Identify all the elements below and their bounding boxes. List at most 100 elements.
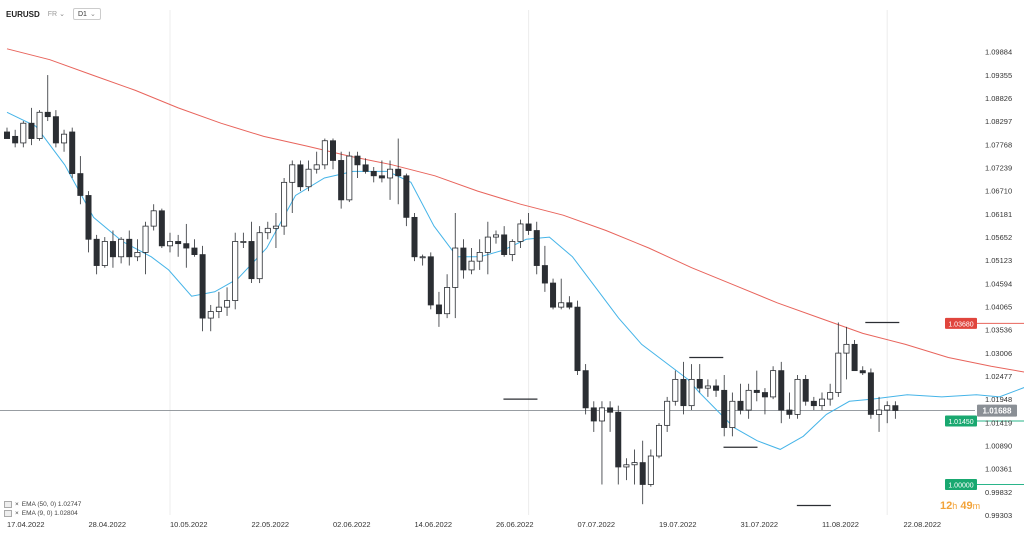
candle <box>207 304 214 332</box>
level-badge <box>945 317 977 329</box>
interval-dropdown[interactable]: D1 ⌄ <box>73 8 101 20</box>
candle <box>370 167 377 183</box>
candle-body <box>892 405 899 411</box>
candle <box>541 245 548 292</box>
candle-body <box>688 378 695 407</box>
ema50-line <box>6 48 1024 373</box>
candle <box>623 458 630 481</box>
candle <box>574 300 581 376</box>
candle-body <box>118 238 125 258</box>
timeframe-code: FR <box>47 10 58 18</box>
candle <box>460 239 467 279</box>
candle <box>419 254 426 266</box>
chevron-down-icon: ⌄ <box>59 11 65 18</box>
candle <box>607 401 614 432</box>
candle-body <box>427 256 434 306</box>
candle <box>199 245 206 332</box>
candle-body <box>615 411 622 468</box>
candle-body <box>346 155 353 201</box>
candle-body <box>492 234 499 238</box>
candle-body <box>859 370 866 374</box>
x-tick-label: 19.07.2022 <box>659 520 697 529</box>
candle <box>215 291 222 319</box>
candle-body <box>362 164 369 172</box>
candle-body <box>338 160 345 201</box>
candle-body <box>36 111 43 139</box>
candle-body <box>704 385 711 389</box>
candle-body <box>77 173 84 196</box>
candle <box>656 423 663 459</box>
candle <box>468 248 475 275</box>
current-price-badge <box>977 404 1017 417</box>
candle-body <box>460 247 467 271</box>
symbol-label[interactable]: EURUSD <box>6 9 40 19</box>
candle <box>452 212 459 319</box>
candle-body <box>713 385 720 391</box>
candle <box>558 278 565 310</box>
candle-body <box>452 247 459 288</box>
candle <box>191 239 198 257</box>
candle <box>297 160 304 192</box>
candle-body <box>737 400 744 411</box>
x-tick-label: 28.04.2022 <box>89 520 127 529</box>
candle <box>696 364 703 393</box>
candle <box>427 252 434 310</box>
candle-body <box>395 168 402 177</box>
candle-body <box>224 300 231 308</box>
candle <box>786 392 793 419</box>
candle-body <box>126 238 133 258</box>
candle-body <box>517 223 524 242</box>
indicator-settings-icon[interactable] <box>4 510 12 517</box>
candle-body <box>566 302 573 308</box>
timer-h-unit: h <box>952 501 958 511</box>
y-tick-label: 1.05123 <box>985 256 1012 265</box>
candle <box>101 237 108 268</box>
timeframe-selector[interactable]: FR ⌄ <box>47 10 65 19</box>
candle <box>346 151 353 203</box>
candle <box>859 366 866 376</box>
candle-body <box>419 256 426 259</box>
close-icon[interactable]: × <box>15 501 19 508</box>
interval-label: D1 <box>78 10 87 18</box>
candle <box>810 396 817 411</box>
candle <box>354 151 361 178</box>
close-icon[interactable]: × <box>15 510 19 517</box>
candle <box>517 219 524 249</box>
candle-body <box>183 243 190 249</box>
candle <box>435 291 442 327</box>
x-tick-label: 02.06.2022 <box>333 520 371 529</box>
candle-body <box>4 131 10 139</box>
candle-body <box>525 223 532 231</box>
candle-body <box>207 311 214 319</box>
candle <box>729 392 736 437</box>
candle <box>158 208 165 249</box>
ema9-legend-label: EMA (9, 0) 1.02804 <box>21 510 78 517</box>
candle <box>36 110 43 141</box>
x-axis: 17.04.2022 28.04.2022 10.05.2022 22.05.2022… <box>7 520 941 529</box>
y-tick-label: 1.01419 <box>985 418 1012 427</box>
candle <box>802 375 809 406</box>
ema50-legend-label: EMA (50, 0) 1.02747 <box>21 501 82 508</box>
candle-body <box>647 455 654 485</box>
legend-ema9[interactable]: × EMA (9, 0) 1.02804 <box>4 509 81 518</box>
candle-body <box>631 462 638 466</box>
candle <box>224 287 231 316</box>
candle-body <box>256 232 263 280</box>
candle <box>289 160 296 213</box>
x-tick-label: 07.07.2022 <box>578 520 616 529</box>
candle <box>884 401 891 424</box>
candle <box>745 383 752 419</box>
candle-body <box>810 400 817 407</box>
candle <box>647 449 654 487</box>
candle <box>321 138 328 170</box>
x-tick-label: 22.08.2022 <box>904 520 942 529</box>
candle-body <box>533 230 540 266</box>
legend-ema50[interactable]: × EMA (50, 0) 1.02747 <box>4 500 81 509</box>
indicator-settings-icon[interactable] <box>4 501 12 508</box>
candle <box>761 388 768 415</box>
candle-body <box>884 405 891 411</box>
candle-body <box>370 170 377 177</box>
candle-body <box>313 164 320 170</box>
candle <box>664 396 671 432</box>
